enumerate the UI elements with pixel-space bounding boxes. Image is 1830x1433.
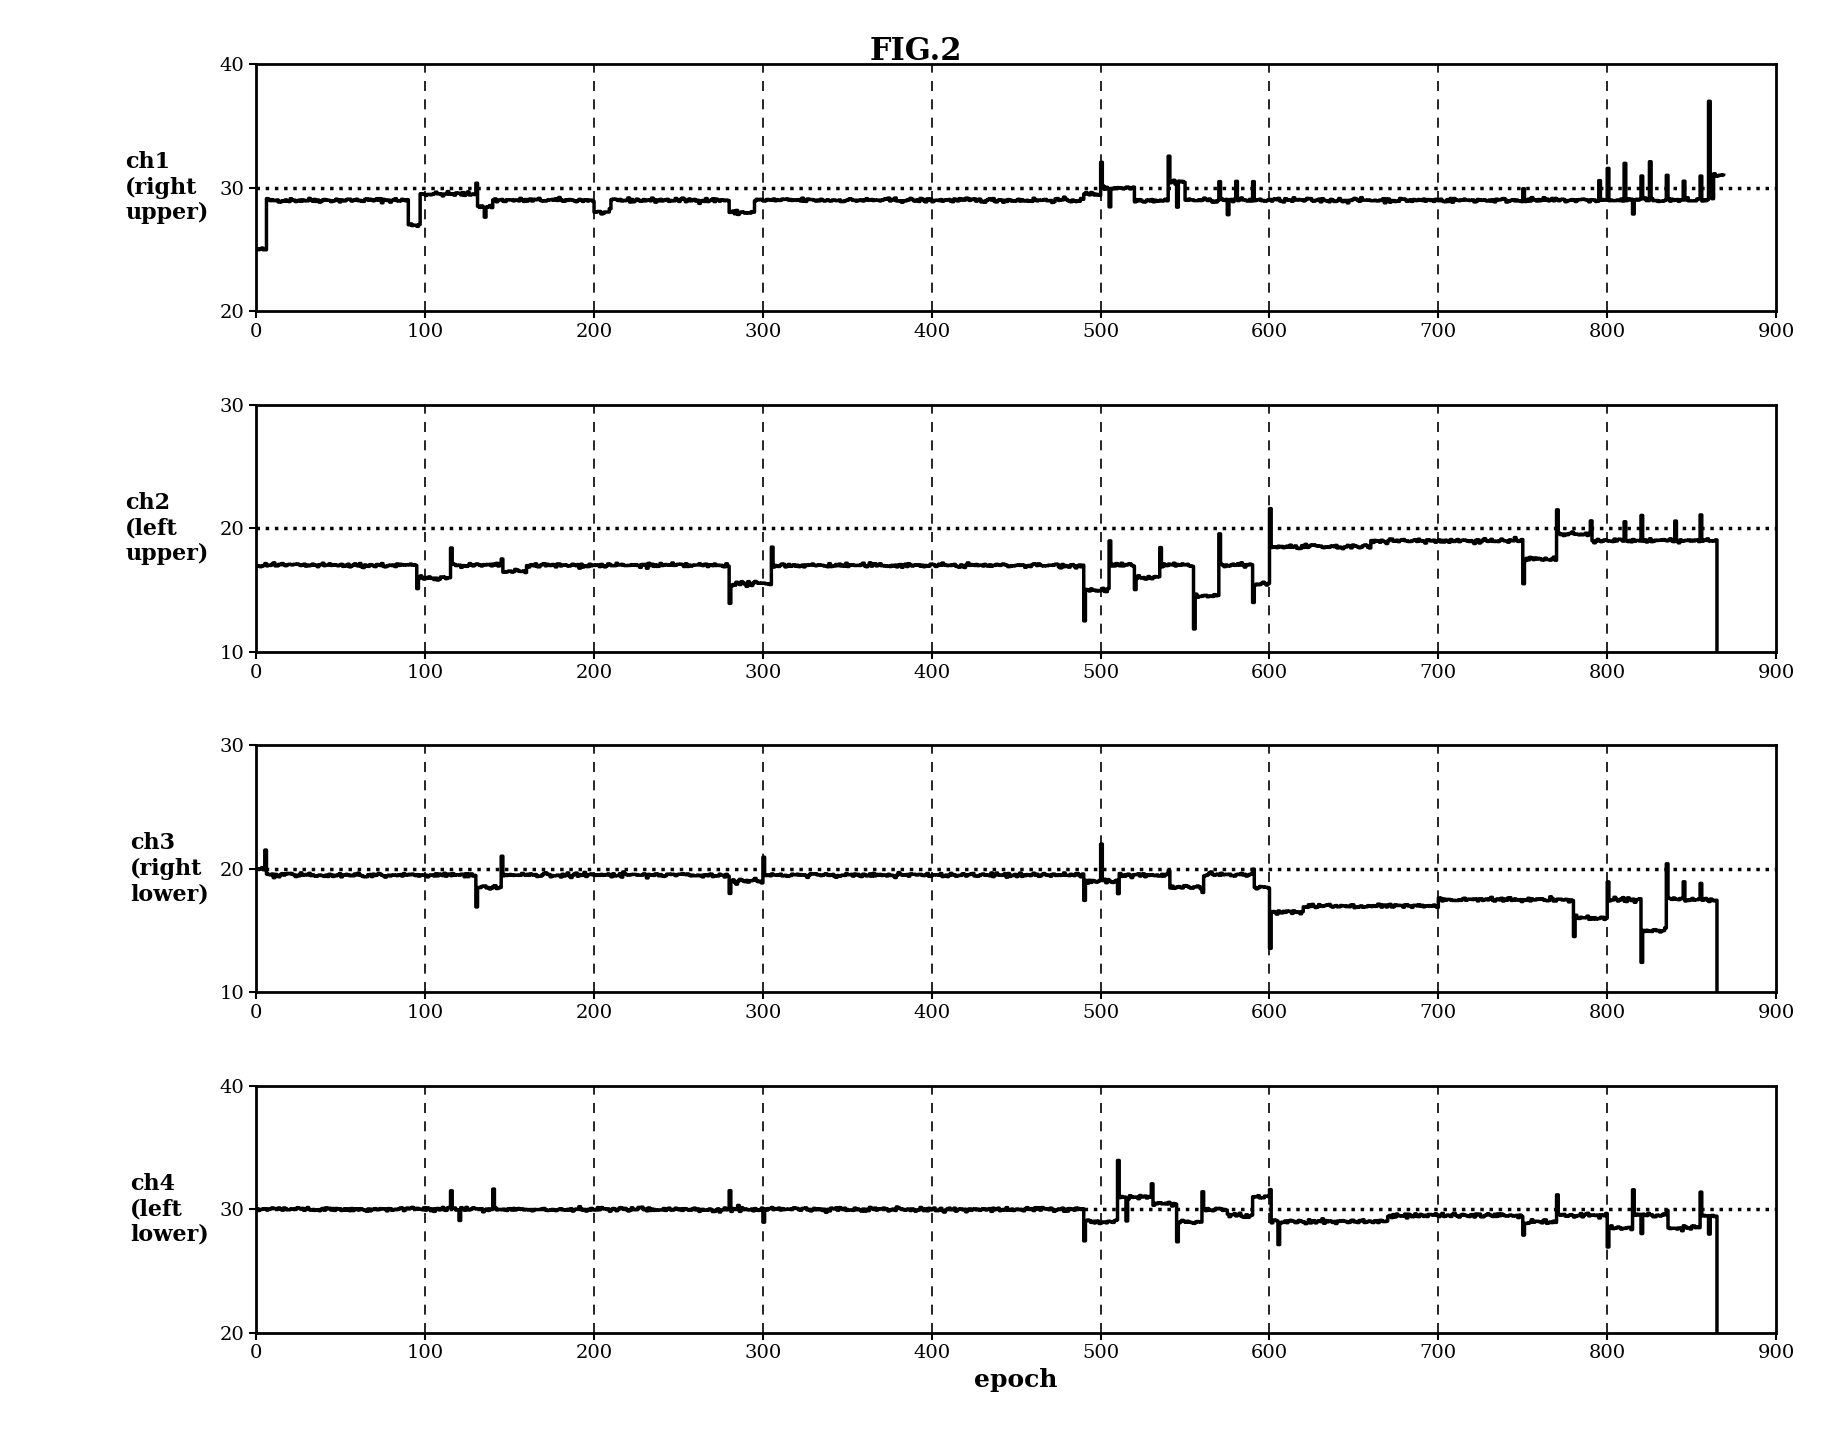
Y-axis label: ch1
(right
upper): ch1 (right upper) <box>124 152 209 225</box>
Y-axis label: ch2
(left
upper): ch2 (left upper) <box>124 492 209 565</box>
Text: FIG.2: FIG.2 <box>869 36 961 67</box>
X-axis label: epoch: epoch <box>974 1369 1058 1391</box>
Y-axis label: ch3
(right
lower): ch3 (right lower) <box>130 833 209 906</box>
Y-axis label: ch4
(left
lower): ch4 (left lower) <box>130 1174 209 1245</box>
